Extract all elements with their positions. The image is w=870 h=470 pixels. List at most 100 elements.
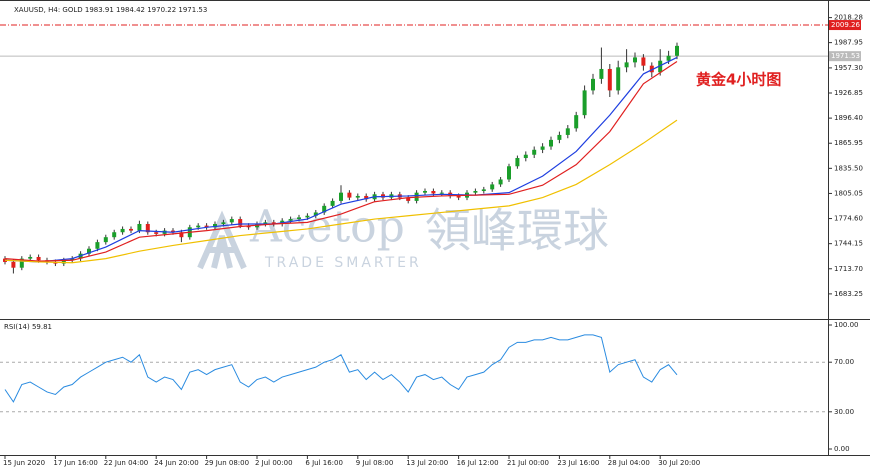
candle-body bbox=[381, 194, 385, 198]
annotation: 黄金4小时图 bbox=[696, 71, 781, 89]
candle-body bbox=[204, 225, 209, 228]
rsi-y-tick-label: 0.00 bbox=[834, 445, 850, 453]
candle-body bbox=[70, 258, 75, 261]
candle-body bbox=[229, 219, 234, 223]
candle-body bbox=[498, 179, 503, 185]
price-line-tag bbox=[829, 51, 861, 62]
candle-body bbox=[171, 230, 175, 233]
candle-body bbox=[557, 134, 562, 140]
y-tick-label: 1683.25 bbox=[834, 290, 863, 298]
candle-body bbox=[87, 248, 91, 254]
candle-body bbox=[523, 154, 528, 159]
y-tick-label: 1774.60 bbox=[834, 215, 863, 223]
candle-body bbox=[61, 260, 66, 264]
candle-body bbox=[3, 258, 7, 262]
candle-body bbox=[456, 195, 461, 198]
high-line-label: 2009.26 bbox=[831, 21, 860, 29]
candle-body bbox=[36, 256, 41, 261]
candle-body bbox=[213, 223, 217, 228]
candle-body bbox=[288, 219, 293, 221]
candle-body bbox=[515, 158, 520, 167]
y-tick-label: 1805.05 bbox=[834, 189, 863, 197]
y-tick-label: 1926.85 bbox=[834, 89, 863, 97]
watermark-tagline: TRADE SMARTER bbox=[264, 255, 422, 271]
candle-body bbox=[675, 45, 679, 56]
candle-body bbox=[221, 222, 226, 224]
candle-body bbox=[145, 223, 150, 233]
x-tick-label: 23 Jul 16:00 bbox=[557, 459, 599, 467]
candle-body bbox=[431, 191, 436, 194]
x-tick-label: 16 Jul 12:00 bbox=[457, 459, 499, 467]
y-tick-label: 1957.30 bbox=[834, 64, 863, 72]
watermark-brand: Acetop bbox=[249, 202, 405, 253]
watermark-logo bbox=[197, 210, 247, 270]
rsi-y-tick-label: 30.00 bbox=[834, 408, 854, 416]
candle-body bbox=[11, 261, 16, 268]
candle-body bbox=[339, 192, 343, 201]
x-tick-label: 22 Jun 04:00 bbox=[104, 459, 148, 467]
candle-body bbox=[129, 228, 133, 231]
price-line-label: 1971.53 bbox=[831, 52, 860, 60]
x-tick-label: 2 Jul 00:00 bbox=[255, 459, 293, 467]
watermark: Acetop 領峰環球 TRADE SMARTER bbox=[197, 202, 609, 271]
chart-title: XAUUSD, H4: GOLD 1983.91 1984.42 1970.22… bbox=[14, 6, 207, 14]
candle-body bbox=[263, 222, 268, 224]
candle-body bbox=[599, 68, 604, 79]
y-tick-label: 1713.70 bbox=[834, 265, 863, 273]
moving-average bbox=[4, 119, 678, 264]
candle-body bbox=[607, 68, 612, 91]
candle-body bbox=[666, 55, 671, 61]
candle-body bbox=[313, 212, 318, 216]
y-tick-label: 1744.15 bbox=[834, 240, 863, 248]
candle-body bbox=[347, 192, 352, 198]
candle-body bbox=[103, 237, 108, 243]
candle-body bbox=[364, 195, 369, 200]
candle-body bbox=[112, 232, 117, 238]
candle-body bbox=[633, 57, 637, 63]
candle-body bbox=[565, 128, 570, 135]
x-tick-label: 30 Jul 20:00 bbox=[658, 459, 700, 467]
candle-body bbox=[137, 223, 142, 231]
candle-body bbox=[330, 200, 335, 206]
y-tick-label: 1987.95 bbox=[834, 39, 863, 47]
x-tick-label: 15 Jun 2020 bbox=[3, 459, 45, 467]
candle-body bbox=[19, 258, 24, 268]
candle-body bbox=[574, 115, 579, 129]
candle-body bbox=[439, 192, 444, 194]
rsi-y-tick-label: 100.00 bbox=[834, 321, 859, 329]
candle-body bbox=[624, 62, 629, 68]
x-tick-label: 9 Jul 08:00 bbox=[356, 459, 394, 467]
candle-body bbox=[641, 57, 646, 66]
x-tick-label: 21 Jul 00:00 bbox=[507, 459, 549, 467]
candle-body bbox=[305, 215, 310, 218]
rsi-title: RSI(14) 59.81 bbox=[4, 323, 52, 331]
candle-body bbox=[355, 195, 360, 198]
candle-body bbox=[540, 146, 545, 150]
candle-body bbox=[582, 90, 587, 116]
candle-body bbox=[120, 228, 125, 233]
candle-body bbox=[507, 166, 511, 180]
candle-body bbox=[246, 225, 251, 228]
candle-body bbox=[616, 67, 621, 91]
candle-body bbox=[591, 78, 595, 91]
candle-body bbox=[95, 242, 100, 249]
candle-body bbox=[423, 191, 427, 193]
candle-body bbox=[549, 139, 553, 147]
candle-body bbox=[238, 219, 243, 226]
candle-body bbox=[649, 65, 654, 73]
rsi-line bbox=[4, 334, 678, 403]
y-tick-label: 1896.40 bbox=[834, 114, 863, 122]
candle-body bbox=[406, 197, 411, 201]
watermark-chinese: 領峰環球 bbox=[425, 204, 609, 258]
candle-body bbox=[481, 189, 486, 192]
candle-body bbox=[532, 149, 537, 155]
x-tick-label: 29 Jun 08:00 bbox=[205, 459, 249, 467]
candle-body bbox=[297, 217, 301, 220]
rsi-y-tick-label: 70.00 bbox=[834, 358, 854, 366]
candle-body bbox=[154, 232, 159, 234]
x-tick-label: 13 Jul 20:00 bbox=[406, 459, 448, 467]
candle-body bbox=[179, 232, 184, 238]
x-tick-label: 28 Jul 04:00 bbox=[608, 459, 650, 467]
y-tick-label: 1835.50 bbox=[834, 164, 863, 172]
